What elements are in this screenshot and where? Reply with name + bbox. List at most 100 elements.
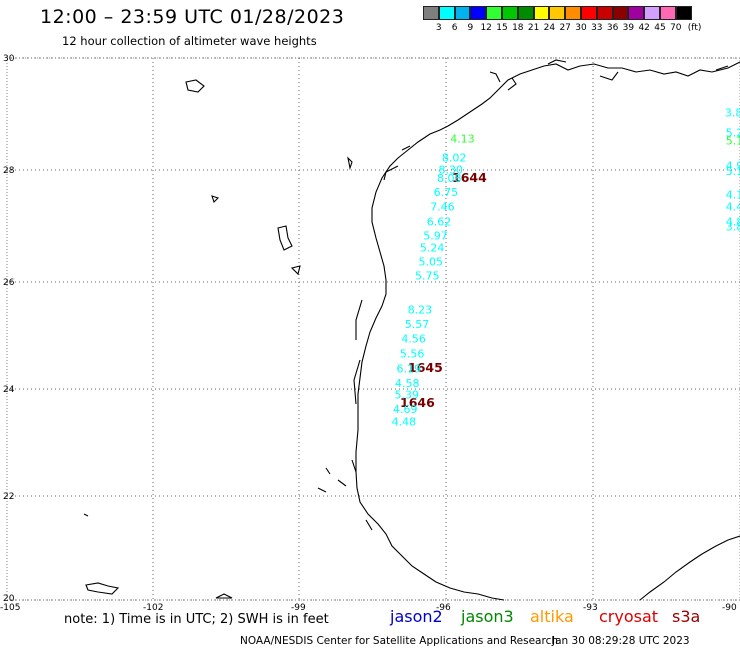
credit-text: NOAA/NESDIS Center for Satellite Applica… <box>240 635 558 647</box>
colorbar-label: 70 <box>670 23 682 33</box>
wave-height-value: 4.69 <box>393 403 418 416</box>
wave-height-value: 8.30 <box>439 163 464 176</box>
colorbar-swatch <box>596 6 613 20</box>
wave-height-value: 7.46 <box>430 200 455 213</box>
wave-height-value: 5.39 <box>395 388 420 401</box>
wave-height-value: 5.56 <box>400 348 425 361</box>
lon-label: -93 <box>583 603 598 613</box>
colorbar-label: 27 <box>559 23 571 33</box>
lon-label: -99 <box>291 603 306 613</box>
wave-height-value: 3.8 <box>726 220 740 233</box>
wave-height-labels-east: 3.81 5.215.13 4.965.15 4.14.4 4.83.8 <box>725 107 740 234</box>
colorbar-label: 36 <box>606 23 619 33</box>
colorbar-swatch <box>486 6 502 20</box>
pass-labels: 1644 1645 1646 <box>400 170 487 410</box>
wave-height-value: 5.05 <box>419 256 444 269</box>
inland-lakes <box>83 79 357 599</box>
wave-height-labels: 4.13 8.028.308.086.757.46 6.625.975.245.05… <box>392 133 475 429</box>
wave-height-value: 5.21 <box>726 127 740 140</box>
lon-label: -102 <box>143 603 163 613</box>
legend-jason3: jason3 <box>461 607 514 626</box>
colorbar-label: 3 <box>435 23 442 33</box>
wave-height-value: 5.15 <box>726 165 740 178</box>
colorbar-label: 12 <box>480 23 492 33</box>
colorbar-label: 6 <box>451 23 458 33</box>
lat-label: 22 <box>3 492 14 502</box>
coastal-islands <box>353 59 729 531</box>
colorbar-swatch <box>517 6 534 20</box>
pass-label: 1644 <box>452 170 487 185</box>
colorbar-swatch <box>675 6 692 20</box>
map-title: 12:00 – 23:59 UTC 01/28/2023 <box>40 6 345 28</box>
map-subtitle: 12 hour collection of altimeter wave hei… <box>62 34 317 48</box>
wave-height-value: 6.75 <box>434 186 459 199</box>
lat-label: 26 <box>3 278 15 288</box>
wave-height-value: 8.23 <box>408 303 433 316</box>
wave-height-value: 4.58 <box>395 377 420 390</box>
lat-label: 20 <box>3 594 15 604</box>
lon-label: -90 <box>722 603 737 613</box>
legend-jason2: jason2 <box>390 607 443 626</box>
colorbar-swatch <box>470 6 487 20</box>
wave-height-value: 4.13 <box>450 133 475 146</box>
longitude-labels: -105 -102 -99 -96 -93 -90 <box>0 603 737 613</box>
wave-height-value: 8.02 <box>442 152 467 165</box>
colorbar-swatch <box>581 6 597 20</box>
wave-height-value: 6.19 <box>397 362 422 375</box>
coastline <box>83 59 740 601</box>
gulf-coastline <box>355 61 740 601</box>
pass-label: 1645 <box>408 360 443 375</box>
colorbar-swatch <box>438 6 455 20</box>
wave-height-value: 5.13 <box>726 135 740 148</box>
legend-cryosat: cryosat <box>599 607 659 626</box>
wave-height-value: 5.75 <box>415 270 440 283</box>
colorbar-label: 42 <box>638 23 650 33</box>
wave-height-value: 6.62 <box>427 216 452 229</box>
yucatan-coastline <box>639 535 740 601</box>
colorbar-swatch <box>502 6 518 20</box>
colorbar-swatch <box>612 6 629 20</box>
wave-height-value: 5.57 <box>405 318 430 331</box>
legend-altika: altika <box>530 607 574 626</box>
map-frame <box>6 57 740 601</box>
wave-height-value: 4.8 <box>726 216 740 229</box>
wave-height-value: 5.24 <box>420 242 445 255</box>
colorbar-label: 39 <box>622 23 635 33</box>
pass-label: 1646 <box>400 395 435 410</box>
colorbar-swatch <box>644 6 660 20</box>
colorbar-label: 45 <box>654 23 666 33</box>
colorbar-label: 9 <box>467 23 474 33</box>
colorbar-swatch <box>454 6 471 20</box>
wave-height-value: 3.81 <box>725 107 740 120</box>
wave-height-value: 4.1 <box>726 188 740 201</box>
colorbar-swatch <box>628 6 645 20</box>
note-text: note: 1) Time is in UTC; 2) SWH is in fe… <box>64 612 329 627</box>
colorbar-swatch <box>660 6 676 20</box>
wave-height-value: 4.48 <box>392 416 417 429</box>
colorbar-unit: (ft) <box>687 23 702 33</box>
wave-height-value: 4.56 <box>401 333 426 346</box>
colorbar-label: 21 <box>527 23 540 33</box>
colorbar-swatch <box>549 6 566 20</box>
colorbar-label: 24 <box>543 23 556 33</box>
wave-height-value: 4.96 <box>726 160 740 173</box>
lat-label: 24 <box>3 385 15 395</box>
colorbar-label: 33 <box>591 23 603 33</box>
colorbar-label: 15 <box>496 23 508 33</box>
colorbar-swatch <box>565 6 581 20</box>
lon-label: -96 <box>436 603 451 613</box>
lon-label: -105 <box>0 603 20 613</box>
wave-height-value: 5.97 <box>423 230 448 243</box>
lat-label: 28 <box>3 166 15 176</box>
colorbar-label: 18 <box>512 23 524 33</box>
colorbar-swatch <box>533 6 550 20</box>
wave-height-value: 8.08 <box>437 172 462 185</box>
timestamp-text: Jan 30 08:29:28 UTC 2023 <box>552 635 690 647</box>
graticule <box>7 57 740 601</box>
lat-label: 30 <box>3 54 15 64</box>
colorbar-label: 30 <box>575 23 587 33</box>
colorbar-swatch <box>423 6 439 20</box>
wave-height-value: 4.4 <box>726 200 740 213</box>
latitude-labels: 30 28 26 24 22 20 <box>3 54 15 604</box>
